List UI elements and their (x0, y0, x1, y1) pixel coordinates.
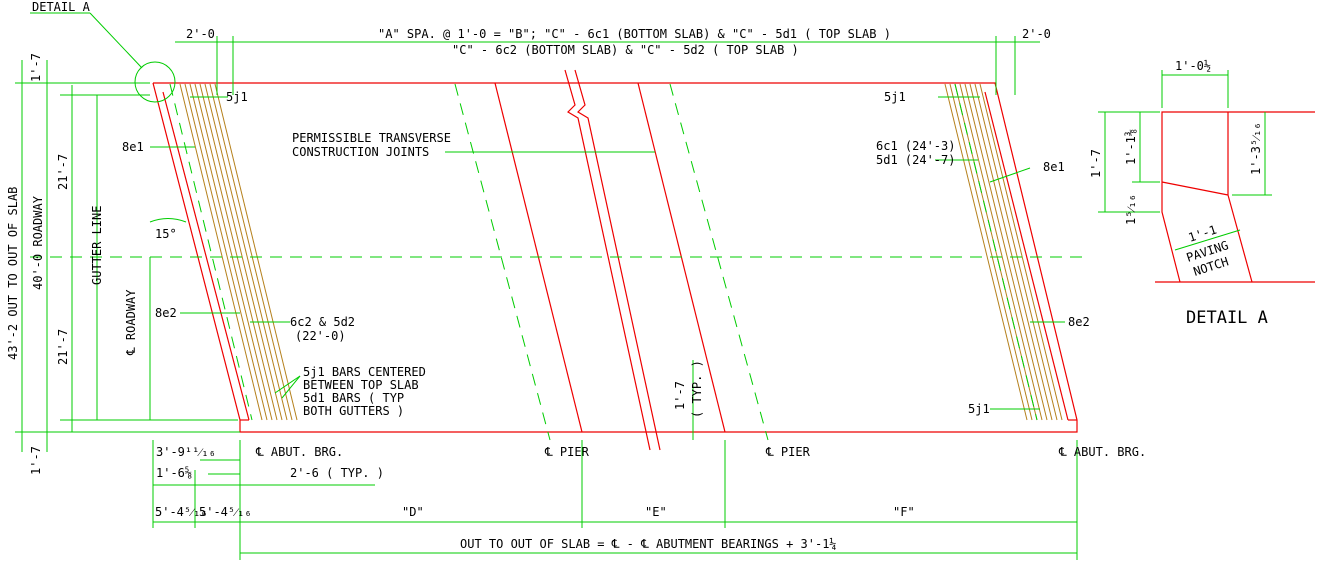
skew-angle: 15° (155, 227, 177, 241)
detail-dim-1-3: 1'-3⁵⁄₁₆ (1249, 122, 1263, 175)
bar-6c1-label: 6c1 (24'-3) (876, 139, 955, 153)
span-f: "F" (893, 505, 915, 519)
typ-label: ( TYP. ) (690, 360, 704, 418)
gutter-line: GUTTER LINE (90, 206, 104, 285)
abut-brg-right: ℄ ABUT. BRG. (1058, 445, 1146, 459)
roadway-width: 40'-0 ROADWAY (31, 195, 45, 290)
dim-3-9: 3'-9¹¹⁄₁₆ (156, 445, 216, 459)
detail-dim-1-1-3-8: 1'-1⅜ (1124, 129, 1138, 165)
out-to-out-width: 43'-2 OUT TO OUT OF SLAB (6, 187, 20, 360)
note-5j1-line-3: 5d1 BARS ( TYP (303, 391, 404, 405)
annotations: DETAIL A "A" SPA. @ 1'-0 = "B"; "C" - 6c… (6, 0, 1268, 551)
note-5j1-line-1: 5j1 BARS CENTERED (303, 365, 426, 379)
permissible-label-1: PERMISSIBLE TRANSVERSE (292, 131, 451, 145)
top-dim-label-1: "A" SPA. @ 1'-0 = "B"; "C" - 6c1 (BOTTOM… (378, 27, 891, 41)
half-roadway-top: 21'-7 (56, 154, 70, 190)
dim-2-6-typ: 2'-6 ( TYP. ) (290, 466, 384, 480)
detail-a-callout: DETAIL A (32, 0, 91, 14)
detail-dim-1-7: 1'-7 (1089, 149, 1103, 178)
bar-5j1-top-right: 5j1 (884, 90, 906, 104)
rebar-left (179, 83, 298, 421)
out-to-out-bottom: OUT TO OUT OF SLAB = ℄ - ℄ ABUTMENT BEAR… (460, 537, 837, 551)
slab-outline (152, 69, 1078, 451)
rebar-right (944, 83, 1063, 421)
bar-6c2-label: 6c2 & 5d2 (290, 315, 355, 329)
span-e: "E" (645, 505, 667, 519)
bar-8e2-right: 8e2 (1068, 315, 1090, 329)
span-d: "D" (402, 505, 424, 519)
note-5j1-line-2: BETWEEN TOP SLAB (303, 378, 419, 392)
detail-dim-1-5-16: 1⁵⁄₁₆ (1124, 194, 1138, 225)
centerlines (30, 83, 1085, 441)
bar-5j1-bottom-right: 5j1 (968, 402, 990, 416)
pier-left: ℄ PIER (544, 445, 590, 459)
dim-1-6: 1'-6⅝ (156, 466, 192, 480)
top-dim-label-2: "C" - 6c2 (BOTTOM SLAB) & "C" - 5d2 ( TO… (452, 43, 799, 57)
note-5j1-line-4: BOTH GUTTERS ) (303, 404, 404, 418)
bar-5d1-label: 5d1 (24'-7) (876, 153, 955, 167)
detail-a (1098, 70, 1315, 283)
bar-5j1-top-left: 5j1 (226, 90, 248, 104)
dim-1-7-top: 1'-7 (29, 53, 43, 82)
abut-brg-left: ℄ ABUT. BRG. (255, 445, 343, 459)
cl-roadway: ℄ ROADWAY (124, 289, 138, 356)
pier-right: ℄ PIER (765, 445, 811, 459)
dim-5-4-a: 5'-4⁵⁄₁₆ (155, 505, 208, 519)
detail-a-title: DETAIL A (1186, 308, 1268, 328)
dim-5-4-b: 5'-4⁵⁄₁₆ (199, 505, 252, 519)
bar-8e2-left: 8e2 (155, 306, 177, 320)
dimension-lines (15, 12, 1078, 560)
dim-2-0-right: 2'-0 (1022, 27, 1051, 41)
bar-6c2-length: (22'-0) (295, 329, 346, 343)
bar-8e1-left: 8e1 (122, 140, 144, 154)
permissible-label-2: CONSTRUCTION JOINTS (292, 145, 429, 159)
dim-2-0-left: 2'-0 (186, 27, 215, 41)
dim-1-7-bottom: 1'-7 (29, 446, 43, 475)
typ-dim: 1'-7 (673, 381, 687, 410)
half-roadway-bottom: 21'-7 (56, 329, 70, 365)
detail-dim-1-0: 1'-0½ (1175, 59, 1211, 73)
bar-8e1-right: 8e1 (1043, 160, 1065, 174)
